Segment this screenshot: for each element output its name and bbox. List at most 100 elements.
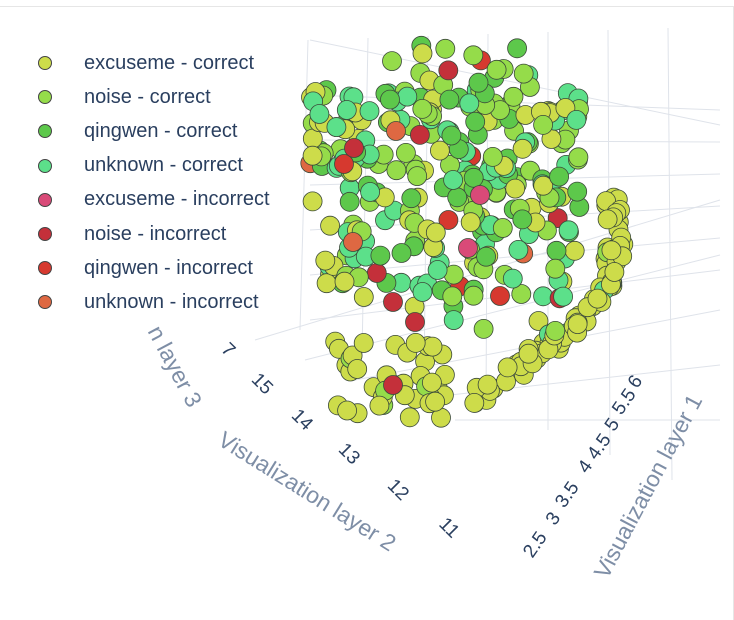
legend-item[interactable]: excuseme - correct (38, 46, 270, 80)
tick-label: 4.5 (583, 430, 615, 464)
legend-label: noise - correct (84, 85, 211, 108)
data-point (386, 121, 406, 141)
legend-marker (38, 261, 52, 276)
gridline (299, 39, 309, 331)
data-point (512, 138, 533, 159)
data-point (439, 89, 460, 110)
data-point (597, 209, 618, 230)
tick-label: 13 (334, 439, 364, 469)
tick-label: 7 (217, 339, 239, 361)
data-point (566, 110, 587, 130)
data-point (441, 125, 462, 146)
data-point (604, 262, 625, 282)
data-point (502, 268, 523, 289)
data-point (343, 232, 363, 252)
legend-item[interactable]: qingwen - incorrect (38, 251, 270, 285)
data-point (545, 258, 566, 279)
data-point (549, 166, 569, 187)
data-point (347, 359, 368, 379)
tick-label: 14 (287, 405, 317, 435)
data-point (407, 166, 428, 187)
data-point (425, 391, 446, 412)
data-point (476, 246, 497, 267)
legend-label: unknown - incorrect (84, 290, 259, 313)
data-point (425, 222, 446, 243)
data-point (435, 38, 456, 59)
data-point (344, 138, 364, 158)
data-point (463, 45, 484, 66)
data-point (460, 212, 481, 233)
data-point (528, 311, 549, 331)
legend-marker (38, 124, 52, 139)
data-point (412, 282, 433, 302)
data-point (486, 59, 507, 80)
data-point (482, 146, 503, 167)
data-point (438, 210, 459, 230)
tick-label: 15 (247, 369, 277, 399)
legend-marker (38, 158, 52, 173)
data-point (442, 286, 463, 307)
data-point (359, 101, 380, 121)
data-point (512, 209, 533, 230)
legend-item[interactable]: noise - incorrect (38, 217, 270, 251)
data-point (511, 284, 532, 304)
gridline (404, 364, 721, 401)
data-point (533, 175, 554, 196)
legend-item[interactable]: noise - correct (38, 80, 270, 114)
data-point (339, 191, 360, 212)
legend-marker (38, 90, 52, 105)
data-point (353, 333, 374, 353)
data-point (443, 170, 464, 190)
data-point (473, 318, 494, 339)
data-point (533, 286, 553, 307)
legend-item[interactable]: qingwen - correct (38, 114, 270, 148)
data-point (405, 332, 426, 353)
data-point (320, 215, 341, 236)
data-point (465, 111, 486, 132)
data-point (337, 400, 358, 421)
data-point (397, 86, 418, 107)
data-point (463, 285, 484, 306)
data-point (567, 181, 588, 202)
data-point (503, 86, 524, 107)
scatter-points (300, 35, 634, 428)
tick-label: 11 (434, 514, 463, 543)
data-point (302, 191, 323, 212)
data-point (309, 104, 330, 124)
data-point (568, 147, 589, 168)
data-point (334, 271, 355, 292)
data-point (477, 374, 498, 395)
legend-marker (38, 295, 52, 310)
data-point (316, 273, 337, 294)
legend-label: qingwen - correct (84, 119, 238, 142)
data-point (545, 320, 566, 341)
legend-item[interactable]: excuseme - incorrect (38, 183, 270, 217)
data-point (427, 260, 448, 280)
data-point (302, 145, 323, 166)
data-point (391, 243, 412, 263)
legend-label: excuseme - incorrect (84, 188, 270, 211)
data-point (443, 310, 464, 331)
data-point (326, 117, 347, 137)
data-point (336, 100, 357, 120)
data-point (497, 357, 518, 378)
data-point (334, 154, 354, 174)
data-point (492, 218, 513, 238)
data-point (464, 392, 485, 413)
data-point (380, 89, 400, 110)
data-point (383, 375, 403, 395)
legend-item[interactable]: unknown - incorrect (38, 285, 270, 319)
tick-label: 5.5 (608, 385, 640, 419)
data-point (505, 178, 526, 199)
gridline (309, 39, 721, 126)
data-point (459, 93, 480, 114)
legend-item[interactable]: unknown - correct (38, 149, 270, 183)
axis-title: Visualization layer 2 (214, 426, 401, 556)
data-point (383, 292, 403, 312)
data-point (558, 220, 579, 241)
data-point (353, 287, 374, 307)
top-divider (0, 6, 734, 7)
data-point (490, 286, 510, 306)
